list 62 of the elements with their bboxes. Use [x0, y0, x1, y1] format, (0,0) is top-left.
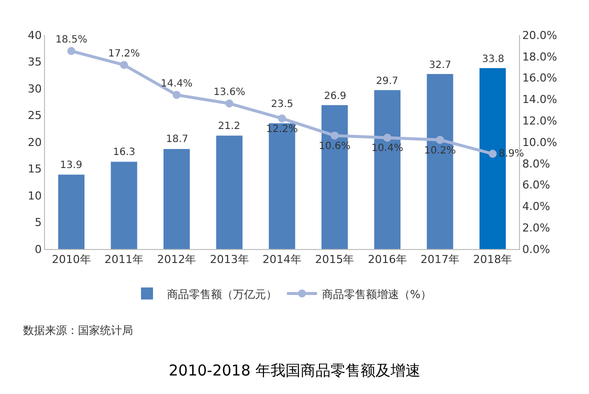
point — [436, 136, 444, 144]
point — [225, 99, 234, 108]
data-label: 13.9 — [60, 160, 82, 171]
bar — [268, 123, 296, 249]
x-tick-label: 2011年 — [104, 253, 144, 266]
x-tick-label: 2015年 — [315, 253, 354, 266]
y2-tick-label: 12.0% — [522, 114, 558, 128]
source-note: 数据来源：国家统计局 — [23, 324, 133, 337]
point — [330, 132, 339, 140]
x-tick-label: 2010年 — [52, 253, 91, 266]
y2-tick-label: 14.0% — [522, 93, 558, 106]
point — [488, 150, 497, 158]
data-label: 13.6% — [213, 86, 246, 98]
y-tick-label: 25 — [28, 109, 42, 122]
y2-tick-label: 20.0% — [522, 28, 558, 42]
bar — [322, 105, 348, 249]
y-tick-label: 5 — [34, 216, 42, 230]
x-tick-label: 2017年 — [420, 253, 460, 266]
y-tick-label: 10 — [28, 189, 42, 202]
y2-tick-label: 18.0% — [522, 50, 558, 64]
data-label: 29.7 — [376, 76, 398, 87]
bar — [426, 74, 454, 249]
bar — [164, 148, 190, 249]
bar — [110, 162, 138, 249]
data-label: 16.3 — [113, 147, 136, 158]
x-tick-label: 2018年 — [473, 253, 512, 266]
data-label: 21.2 — [218, 121, 240, 132]
text: 2010-2018 年我国商品零售额及增速 — [168, 362, 420, 380]
y2-tick-label: 8.0% — [522, 157, 550, 170]
y2-tick-label: 10.0% — [522, 136, 558, 149]
point — [278, 114, 286, 122]
bar — [216, 136, 242, 249]
point — [67, 47, 76, 56]
y-tick-label: 30 — [28, 82, 42, 96]
data-label: 18.7 — [166, 134, 188, 145]
legend-label: 商品零售额增速（%） — [322, 288, 432, 301]
data-label: 18.5% — [55, 34, 88, 46]
data-label: 14.4% — [160, 78, 193, 90]
data-label: 26.9 — [324, 91, 346, 102]
legend-label: 商品零售额（万亿元） — [167, 288, 277, 301]
y-tick-label: 15 — [28, 162, 42, 176]
y-tick-label: 35 — [28, 56, 42, 69]
x-tick-label: 2016年 — [368, 253, 407, 266]
y2-tick-label: 4.0% — [522, 200, 550, 214]
y2-tick-label: 16.0% — [522, 72, 558, 85]
y2-tick-label: 0.0% — [522, 242, 550, 256]
x-tick-label: 2014年 — [262, 253, 302, 266]
y2-tick-label: 2.0% — [522, 221, 550, 234]
point — [383, 134, 392, 142]
y-tick-label: 20 — [28, 136, 42, 149]
point — [120, 60, 128, 69]
point — [172, 90, 181, 99]
x-tick-label: 2012年 — [157, 253, 196, 266]
data-label: 32.7 — [429, 60, 452, 71]
data-label: 17.2% — [108, 48, 140, 60]
data-label: 33.8 — [482, 54, 504, 65]
data-label: 23.5 — [271, 99, 294, 110]
y2-tick-label: 6.0% — [522, 178, 550, 192]
x-tick-label: 2013年 — [210, 253, 249, 266]
bar — [58, 174, 84, 249]
y-tick-label: 0 — [34, 242, 42, 256]
y-tick-label: 40 — [28, 28, 42, 42]
